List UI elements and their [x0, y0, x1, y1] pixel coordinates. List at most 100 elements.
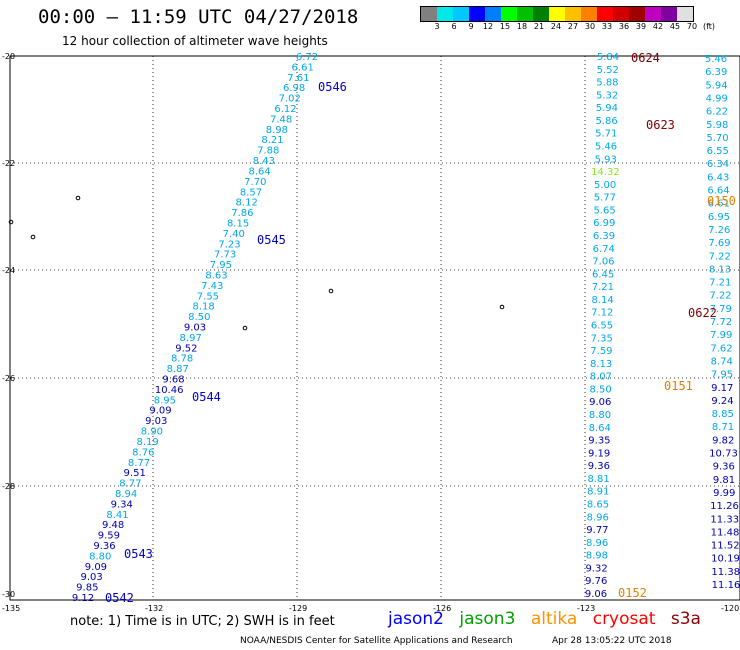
swh-point-west: 7.95 [210, 260, 232, 271]
swh-point-east-a: 8.13 [590, 359, 612, 370]
swh-point-east-b: 7.26 [708, 225, 730, 236]
swh-point-east-b: 7.79 [710, 304, 732, 315]
swh-point-east-a: 5.32 [596, 90, 618, 101]
legend-swatch [581, 7, 597, 21]
swh-point-east-b: 11.16 [712, 580, 740, 591]
swh-point-west: 7.43 [201, 281, 223, 292]
swh-point-west: 9.03 [184, 323, 206, 334]
swh-point-east-b: 4.99 [706, 93, 728, 104]
swh-point-west: 9.09 [149, 406, 171, 417]
swh-point-east-b: 9.81 [713, 475, 735, 486]
island-outline [8, 219, 14, 225]
swh-point-east-a: 5.88 [596, 78, 618, 89]
legend-label: 39 [635, 22, 647, 31]
legend-swatch [421, 7, 437, 21]
swh-point-west: 8.21 [261, 135, 283, 146]
island-outline [499, 304, 505, 310]
swh-point-east-a: 9.06 [585, 589, 607, 600]
legend-swatch [645, 7, 661, 21]
swh-point-east-a: 5.86 [595, 116, 617, 127]
island-outline [75, 195, 81, 201]
swh-point-west: 7.23 [218, 239, 240, 250]
swh-point-west: 9.68 [162, 375, 184, 386]
swh-point-west: 8.90 [141, 427, 163, 438]
swh-point-east-b: 11.52 [711, 541, 740, 552]
swh-point-east-a: 7.59 [590, 346, 612, 357]
swh-point-west: 9.34 [111, 499, 133, 510]
swh-point-west: 8.19 [136, 437, 158, 448]
map-frame [9, 55, 740, 601]
swh-point-east-a: 9.35 [588, 436, 610, 447]
legend-swatch [613, 7, 629, 21]
lon-label: -126 [433, 604, 451, 613]
island-outline [242, 325, 248, 331]
pass-label: 0543 [124, 547, 153, 561]
lat-label: -24 [2, 266, 15, 275]
legend-label: 12 [482, 22, 494, 31]
legend-label: 9 [468, 22, 474, 31]
swh-point-west: 7.61 [287, 73, 309, 84]
legend-label: 6 [451, 22, 457, 31]
swh-point-east-a: 8.80 [589, 410, 611, 421]
credit-line: NOAA/NESDIS Center for Satellite Applica… [240, 636, 513, 646]
swh-point-east-b: 7.99 [710, 330, 732, 341]
swh-point-east-a: 8.98 [586, 551, 608, 562]
map-title: 00:00 – 11:59 UTC 04/27/2018 [38, 6, 359, 28]
swh-point-east-b: 5.46 [705, 54, 727, 65]
legend-label: 45 [669, 22, 681, 31]
swh-point-east-a: 7.21 [592, 282, 614, 293]
swh-point-east-a: 6.45 [592, 269, 614, 280]
color-legend-labels: 3 6 9 12 15 18 21 24 27 30 33 36 39 42 45 70 (ft) [420, 22, 740, 34]
swh-point-west: 8.77 [128, 458, 150, 469]
swh-point-east-b: 9.36 [713, 462, 735, 473]
swh-point-east-b: 8.85 [712, 409, 734, 420]
swh-point-east-b: 9.17 [711, 383, 733, 394]
legend-swatch [597, 7, 613, 21]
swh-point-east-a: 5.94 [596, 103, 618, 114]
legend-swatch [469, 7, 485, 21]
swh-point-east-a: 8.50 [589, 384, 611, 395]
swh-point-west: 8.18 [192, 302, 214, 313]
swh-point-east-a: 9.77 [586, 525, 608, 536]
swh-point-west: 8.78 [171, 354, 193, 365]
color-legend-bar [420, 6, 694, 22]
swh-point-east-b: 6.64 [707, 186, 729, 197]
legend-swatch [661, 7, 677, 21]
sat-altika: altika [530, 609, 578, 629]
legend-label: 18 [516, 22, 528, 31]
swh-point-east-b: 8.71 [712, 422, 734, 433]
swh-point-east-b: 7.95 [711, 370, 733, 381]
swh-point-east-b: 6.39 [705, 67, 727, 78]
lon-label: -123 [577, 604, 595, 613]
legend-label: 70 [686, 22, 698, 31]
swh-point-east-b: 5.70 [706, 133, 728, 144]
pass-label: 0151 [664, 379, 693, 393]
swh-point-west: 8.76 [132, 447, 154, 458]
legend-label: 42 [652, 22, 664, 31]
legend-label: 15 [499, 22, 511, 31]
swh-point-east-b: 7.21 [709, 278, 731, 289]
pass-label: 0150 [707, 194, 736, 208]
legend-swatch [501, 7, 517, 21]
swh-point-east-b: 10.19 [711, 554, 740, 565]
island-outline [30, 234, 36, 240]
legend-swatch [629, 7, 645, 21]
swh-point-east-a: 8.81 [587, 474, 609, 485]
swh-point-west: 8.98 [266, 125, 288, 136]
swh-point-east-a: 9.32 [585, 563, 607, 574]
swh-point-east-b: 7.69 [708, 238, 730, 249]
swh-point-east-b: 5.98 [706, 120, 728, 131]
pass-label: 0545 [257, 233, 286, 247]
swh-point-east-a: 8.64 [589, 423, 611, 434]
swh-point-east-b: 9.24 [711, 396, 733, 407]
swh-point-west: 8.50 [188, 312, 210, 323]
sat-jason2: jason2 [388, 609, 444, 629]
timestamp: Apr 28 13:05:22 UTC 2018 [552, 636, 672, 646]
swh-point-west: 7.88 [257, 146, 279, 157]
swh-point-east-a: 9.06 [589, 397, 611, 408]
swh-point-west: 8.12 [236, 198, 258, 209]
swh-point-east-b: 8.13 [709, 264, 731, 275]
swh-point-east-a: 7.12 [591, 308, 613, 319]
swh-point-east-a: 8.14 [591, 295, 613, 306]
